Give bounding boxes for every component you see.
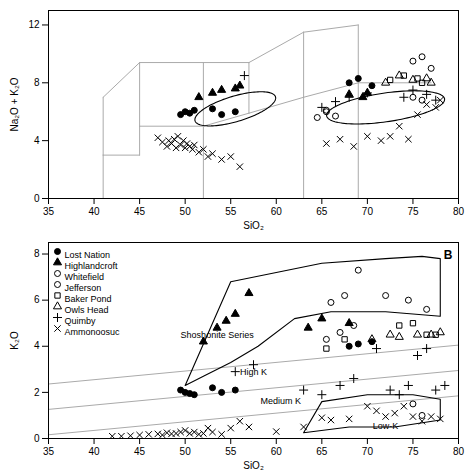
svg-text:Medium K: Medium K [261, 396, 302, 406]
svg-text:65: 65 [316, 446, 328, 457]
svg-text:High K: High K [240, 367, 267, 377]
svg-text:45: 45 [134, 446, 146, 457]
svg-text:2: 2 [34, 387, 40, 398]
svg-text:8: 8 [34, 248, 40, 259]
svg-text:60: 60 [271, 446, 283, 457]
svg-text:75: 75 [407, 446, 419, 457]
svg-text:6: 6 [34, 294, 40, 305]
svg-text:40: 40 [88, 446, 100, 457]
svg-text:45: 45 [134, 206, 146, 217]
svg-text:65: 65 [316, 206, 328, 217]
svg-text:4: 4 [34, 135, 40, 146]
svg-text:55: 55 [225, 206, 237, 217]
svg-text:0: 0 [34, 433, 40, 444]
svg-text:60: 60 [271, 206, 283, 217]
svg-text:B: B [444, 248, 453, 262]
svg-text:80: 80 [453, 446, 465, 457]
svg-text:8: 8 [34, 77, 40, 88]
svg-text:80: 80 [453, 206, 465, 217]
svg-text:SiO₂: SiO₂ [243, 460, 264, 471]
svg-text:75: 75 [407, 206, 419, 217]
svg-text:K₂O: K₂O [9, 331, 20, 350]
svg-text:4: 4 [34, 340, 40, 351]
svg-text:0: 0 [34, 193, 40, 204]
svg-text:12: 12 [28, 19, 40, 30]
svg-text:50: 50 [180, 206, 192, 217]
svg-text:Lost Nation: Lost Nation [65, 250, 111, 260]
svg-text:35: 35 [43, 446, 55, 457]
svg-text:Quimby: Quimby [65, 316, 97, 326]
svg-text:Ammonoosuc: Ammonoosuc [65, 327, 121, 337]
svg-text:Shoshonite Series: Shoshonite Series [181, 330, 255, 340]
svg-text:Na₂O + K₂O: Na₂O + K₂O [9, 77, 20, 131]
svg-text:50: 50 [180, 446, 192, 457]
svg-text:Low-K: Low-K [373, 421, 399, 431]
svg-text:70: 70 [362, 206, 374, 217]
svg-text:35: 35 [43, 206, 55, 217]
svg-text:55: 55 [225, 446, 237, 457]
svg-text:40: 40 [88, 206, 100, 217]
svg-text:Whitefield: Whitefield [65, 272, 105, 282]
svg-text:Baker Pond: Baker Pond [65, 294, 112, 304]
svg-text:Owls Head: Owls Head [65, 305, 109, 315]
svg-text:70: 70 [362, 446, 374, 457]
svg-text:Jefferson: Jefferson [65, 283, 102, 293]
svg-text:SiO₂: SiO₂ [243, 220, 264, 231]
svg-text:Highlandcroft: Highlandcroft [65, 261, 119, 271]
